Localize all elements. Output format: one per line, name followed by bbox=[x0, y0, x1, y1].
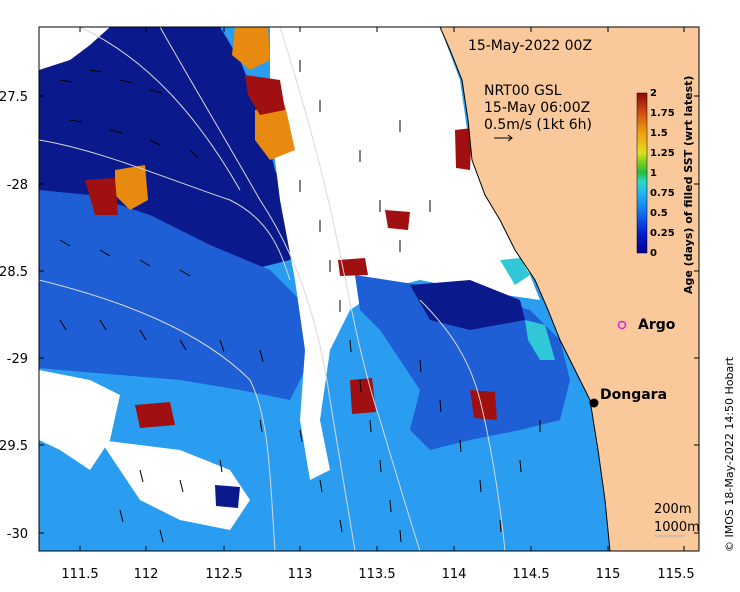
isobath-label-1000m: 1000m bbox=[654, 520, 700, 535]
reference-current-arrow bbox=[494, 134, 513, 142]
colorbar-tick: 1.5 bbox=[650, 128, 668, 139]
red-patch-south bbox=[135, 402, 175, 428]
cyan-patch-coast bbox=[525, 320, 555, 360]
dongara-marker bbox=[589, 398, 599, 408]
colorbar-tick: 1.25 bbox=[650, 148, 675, 159]
isobaths bbox=[39, 27, 506, 551]
dongara-label: Dongara bbox=[600, 387, 667, 403]
red-patch-west bbox=[85, 178, 118, 215]
lat-tick: -29 bbox=[7, 352, 28, 367]
no-data-west bbox=[39, 370, 120, 470]
colorbar-gradient bbox=[636, 92, 648, 254]
land-australia bbox=[439, 27, 699, 551]
date-label: 15-May-2022 00Z bbox=[468, 38, 592, 54]
red-patch-east bbox=[385, 210, 410, 230]
current-label-line3: 0.5m/s (1kt 6h) bbox=[484, 117, 592, 133]
lat-tick-labels: -27.5 -28 -28.5 -29 -29.5 -30 bbox=[0, 90, 28, 542]
lon-tick: 114.5 bbox=[512, 567, 549, 582]
mid-blue-band-west bbox=[39, 190, 310, 400]
lat-tick: -29.5 bbox=[0, 439, 28, 454]
red-patch-southeast bbox=[470, 390, 497, 420]
lon-tick: 115 bbox=[596, 567, 621, 582]
lon-tick: 115.5 bbox=[657, 567, 694, 582]
map-frame bbox=[38, 26, 700, 552]
no-data-north-strip bbox=[39, 27, 110, 70]
colorbar-tick: 2 bbox=[650, 88, 657, 99]
lon-tick: 114 bbox=[442, 567, 467, 582]
lon-tick: 111.5 bbox=[61, 567, 98, 582]
lat-tick: -28.5 bbox=[0, 265, 28, 280]
colorbar-tick: 0 bbox=[650, 248, 657, 259]
lat-tick: -28 bbox=[7, 178, 28, 193]
argo-label: Argo bbox=[638, 317, 676, 333]
red-patch-north bbox=[245, 75, 285, 115]
credit-label: © IMOS 18-May-2022 14:50 Hobart bbox=[723, 356, 736, 552]
argo-marker bbox=[617, 320, 627, 330]
orange-patch-north bbox=[232, 27, 270, 70]
lon-tick: 113 bbox=[288, 567, 313, 582]
lon-tick: 112 bbox=[134, 567, 159, 582]
colorbar-tick: 0.25 bbox=[650, 228, 675, 239]
red-patch-coast bbox=[455, 128, 472, 170]
lon-tick: 113.5 bbox=[358, 567, 395, 582]
current-vectors bbox=[59, 60, 541, 543]
no-data-southwest bbox=[100, 440, 250, 530]
navy-patch-south bbox=[215, 485, 240, 508]
current-label-line1: NRT00 GSL bbox=[484, 83, 562, 99]
colorbar: 0 0.25 0.5 0.75 1 1.25 1.5 1.75 2 Age (d… bbox=[636, 76, 695, 294]
orange-patch-mid bbox=[255, 105, 295, 160]
map-area bbox=[39, 27, 699, 551]
lon-tick-labels: 111.5 112 112.5 113 113.5 114 114.5 115 … bbox=[61, 567, 694, 582]
colorbar-tick-labels: 0 0.25 0.5 0.75 1 1.25 1.5 1.75 2 bbox=[650, 88, 675, 259]
cyan-patch-coast-north bbox=[500, 258, 530, 285]
colorbar-tick: 1.75 bbox=[650, 108, 675, 119]
current-label-line2: 15-May 06:00Z bbox=[484, 100, 590, 116]
colorbar-tick: 0.5 bbox=[650, 208, 668, 219]
colorbar-title: Age (days) of filled SST (wrt latest) bbox=[682, 76, 695, 294]
red-patch-central bbox=[338, 258, 368, 276]
isobath-label-200m: 200m bbox=[654, 502, 691, 517]
no-data-central bbox=[270, 27, 540, 480]
orange-patch-west bbox=[115, 165, 148, 210]
colorbar-tick: 1 bbox=[650, 168, 657, 179]
lat-tick: -27.5 bbox=[0, 90, 28, 105]
navy-patch-east bbox=[410, 280, 525, 330]
lat-tick: -30 bbox=[7, 527, 28, 542]
lon-tick: 112.5 bbox=[205, 567, 242, 582]
colorbar-tick: 0.75 bbox=[650, 188, 675, 199]
